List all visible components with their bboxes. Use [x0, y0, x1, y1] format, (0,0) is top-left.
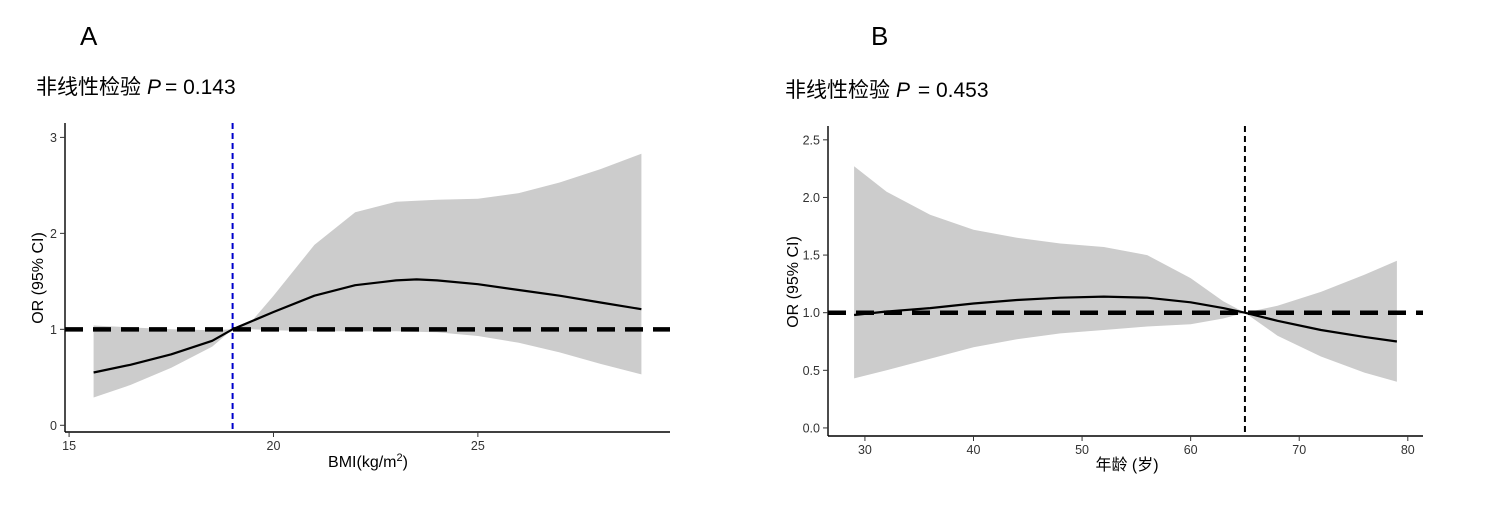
panel-b-title-p: P [896, 79, 910, 102]
panel-a-title-prefix: 非线性检验 [36, 76, 141, 99]
panel-b-y-tick-label: 1.0 [803, 306, 820, 320]
panel-b-y-axis-title: OR (95% CI) [785, 236, 802, 328]
panel-a-ci-band [93, 153, 642, 398]
panel-b-x-axis-title: 年龄 (岁) [1095, 456, 1158, 474]
panel-b: B 非线性检验 P = 0.453 30 40 50 60 70 80 0.0 0.5 1.0 1.… [785, 21, 1423, 474]
panel-letter-a: A [80, 21, 98, 51]
panel-a-x-tick-label: 25 [471, 439, 485, 453]
panel-b-ci-band [854, 166, 1397, 382]
panel-a-y-tick-label: 0 [50, 419, 57, 433]
panel-a-x-tick-label: 15 [62, 439, 76, 453]
panel-a-y-axis-title: OR (95% CI) [30, 232, 47, 324]
panel-b-y-tick-label: 2.5 [803, 133, 820, 147]
panel-a-x-tick-label: 20 [267, 439, 281, 453]
panel-b-title-prefix: 非线性检验 [785, 79, 890, 102]
panel-b-x-tick-label: 40 [967, 443, 981, 457]
panel-b-x-tick-label: 30 [858, 443, 872, 457]
panel-b-plot-area: 30 40 50 60 70 80 0.0 0.5 1.0 1.5 2.0 2.5 [803, 126, 1423, 457]
panel-a-plot-area: 15 20 25 0 1 2 3 [50, 123, 670, 453]
panel-a-xlabel-main: BMI(kg/m [328, 454, 396, 471]
panel-b-title: 非线性检验 P = 0.453 [785, 79, 989, 102]
panel-b-title-value: = 0.453 [912, 79, 988, 102]
panel-a-title-value: = 0.143 [165, 76, 236, 99]
panel-a-title-p: P [147, 76, 161, 99]
panel-a-y-tick-label: 2 [50, 227, 57, 241]
panel-a-y-tick-label: 1 [50, 323, 57, 337]
panel-b-xlabel-main: 年龄 (岁) [1095, 456, 1158, 474]
panel-a-y-tick-label: 3 [50, 131, 57, 145]
panel-a-or-curve [93, 278, 642, 374]
panel-b-y-tick-label: 0.5 [803, 364, 820, 378]
panel-b-x-tick-label: 80 [1401, 443, 1415, 457]
panel-a-x-axis-title: BMI(kg/m2) [328, 452, 408, 471]
panel-letter-b: B [871, 21, 888, 51]
panel-a-xlabel-sup: 2 [397, 452, 403, 464]
panel-b-y-tick-label: 2.0 [803, 191, 820, 205]
panel-b-or-curve [853, 295, 1398, 343]
panel-b-x-tick-label: 50 [1075, 443, 1089, 457]
panel-a-title: 非线性检验 P = 0.143 [36, 76, 236, 99]
panel-b-y-tick-label: 1.5 [803, 249, 820, 263]
panel-b-x-tick-label: 60 [1184, 443, 1198, 457]
panel-b-x-tick-label: 70 [1292, 443, 1306, 457]
panel-b-y-tick-label: 0.0 [803, 421, 820, 435]
panel-a-xlabel-end: ) [403, 454, 408, 471]
